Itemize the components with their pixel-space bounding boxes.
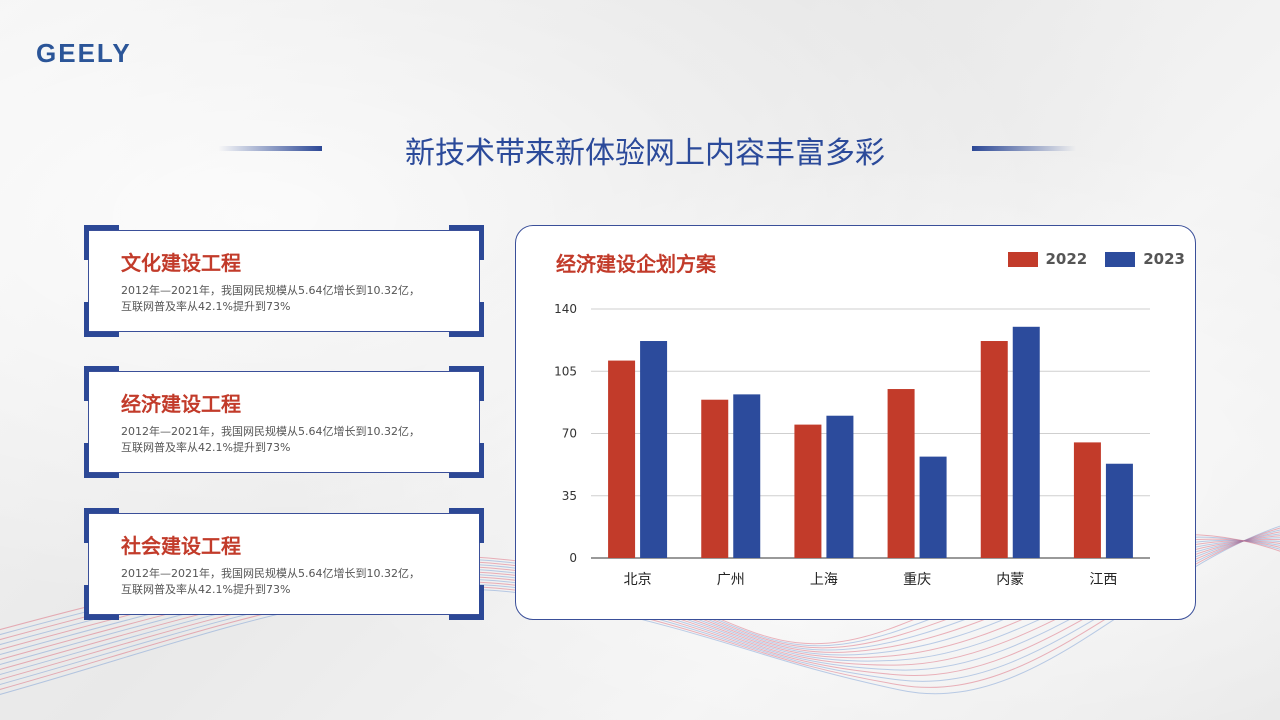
bar-2022	[794, 424, 822, 558]
corner-bracket	[449, 225, 484, 260]
corner-bracket	[84, 443, 119, 478]
corner-bracket	[84, 508, 119, 543]
y-tick-label: 70	[562, 427, 577, 441]
y-tick-label: 105	[554, 364, 577, 378]
bar-2022	[980, 341, 1008, 558]
card-text: 2012年—2021年，我国网民规模从5.64亿增长到10.32亿， 互联网普及…	[121, 424, 461, 456]
card-society: 社会建设工程 2012年—2021年，我国网民规模从5.64亿增长到10.32亿…	[84, 508, 484, 620]
bar-2022	[608, 360, 636, 558]
corner-bracket	[84, 225, 119, 260]
card-title: 文化建设工程	[121, 251, 241, 275]
x-tick-label: 上海	[810, 572, 838, 588]
corner-bracket	[449, 443, 484, 478]
card-title: 社会建设工程	[121, 534, 241, 558]
corner-bracket	[449, 366, 484, 401]
card-text-line: 互联网普及率从42.1%提升到73%	[121, 583, 291, 596]
card-text-line: 2012年—2021年，我国网民规模从5.64亿增长到10.32亿，	[121, 284, 420, 297]
y-tick-label: 140	[554, 302, 577, 316]
bar-2022	[1073, 442, 1101, 558]
legend-label: 2022	[1045, 250, 1088, 268]
card-economy: 经济建设工程 2012年—2021年，我国网民规模从5.64亿增长到10.32亿…	[84, 366, 484, 478]
x-tick-label: 江西	[1089, 572, 1117, 588]
legend-item-2022: 2022	[1007, 250, 1088, 268]
y-tick-label: 35	[562, 489, 577, 503]
x-tick-label: 重庆	[903, 572, 931, 588]
bar-2022	[701, 399, 729, 558]
card-text: 2012年—2021年，我国网民规模从5.64亿增长到10.32亿， 互联网普及…	[121, 283, 461, 315]
card-text-line: 2012年—2021年，我国网民规模从5.64亿增长到10.32亿，	[121, 567, 420, 580]
bar-2023	[640, 341, 668, 558]
bar-2023	[826, 415, 854, 558]
y-tick-label: 0	[569, 551, 577, 565]
corner-bracket	[449, 585, 484, 620]
bar-2023	[919, 456, 947, 558]
x-tick-label: 内蒙	[996, 572, 1024, 588]
corner-bracket	[84, 302, 119, 337]
card-text: 2012年—2021年，我国网民规模从5.64亿增长到10.32亿， 互联网普及…	[121, 566, 461, 598]
corner-bracket	[84, 366, 119, 401]
geely-logo: GEELY	[36, 38, 132, 68]
bar-2022	[887, 389, 915, 558]
card-title: 经济建设工程	[121, 392, 241, 416]
card-text-line: 互联网普及率从42.1%提升到73%	[121, 300, 291, 313]
legend-swatch-2022	[1007, 251, 1038, 267]
x-tick-label: 广州	[717, 572, 745, 588]
bar-2023	[1105, 463, 1133, 558]
chart-legend: 2022 2023	[990, 250, 1185, 268]
page-title: 新技术带来新体验网上内容丰富多彩	[405, 136, 885, 171]
legend-swatch-2023	[1105, 251, 1136, 267]
chart-panel: 经济建设企划方案 2022 2023 0 35 70 105 140 北京 广州 上海 重庆 内蒙…	[515, 225, 1196, 620]
card-text-line: 2012年—2021年，我国网民规模从5.64亿增长到10.32亿，	[121, 425, 420, 438]
chart-title: 经济建设企划方案	[556, 252, 716, 276]
title-line-left	[218, 146, 322, 151]
corner-bracket	[449, 508, 484, 543]
legend-item-2023: 2023	[1105, 250, 1185, 268]
corner-bracket	[84, 585, 119, 620]
x-tick-label: 北京	[624, 572, 652, 588]
card-text-line: 互联网普及率从42.1%提升到73%	[121, 441, 291, 454]
card-body	[88, 371, 480, 473]
bar-chart: 0 35 70 105 140 北京 广州 上海 重庆 内蒙 江西	[554, 302, 1150, 588]
wave-line	[0, 527, 1280, 690]
card-body	[88, 513, 480, 615]
corner-bracket	[449, 302, 484, 337]
card-body	[88, 230, 480, 332]
legend-label: 2023	[1143, 250, 1185, 268]
card-culture: 文化建设工程 2012年—2021年，我国网民规模从5.64亿增长到10.32亿…	[84, 225, 484, 337]
bar-2023	[733, 394, 761, 558]
wave-line	[0, 525, 1280, 695]
bar-2023	[1012, 326, 1040, 558]
title-line-right	[972, 146, 1076, 151]
